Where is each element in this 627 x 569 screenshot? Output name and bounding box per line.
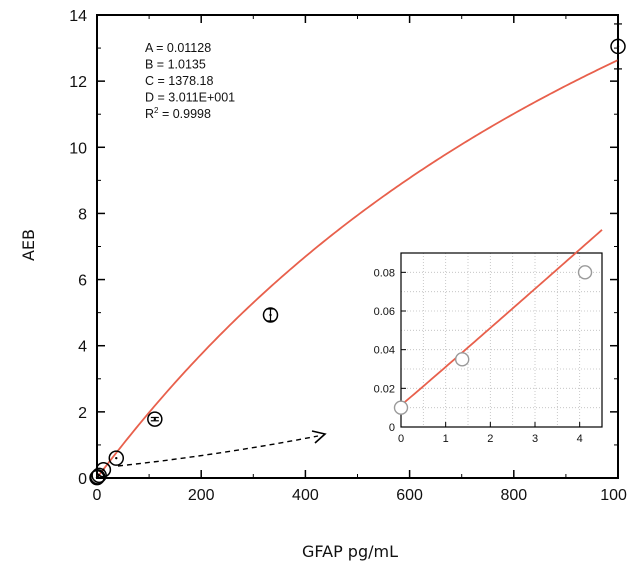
fit-curve xyxy=(96,59,619,479)
zoom-arrow xyxy=(117,430,327,467)
fit-param: C = 1378.18 xyxy=(145,74,214,88)
inset-y-tick-label: 0 xyxy=(389,422,395,434)
zoom-arrow-head xyxy=(311,430,327,444)
inset-x-tick-label: 4 xyxy=(577,433,583,445)
x-tick-label: 800 xyxy=(500,487,527,504)
x-tick-label: 200 xyxy=(188,487,215,504)
inset-x-tick-label: 3 xyxy=(532,433,538,445)
y-tick-label: 14 xyxy=(69,8,87,25)
data-point-center xyxy=(102,468,105,471)
data-point xyxy=(95,461,112,478)
inset-x-tick-label: 0 xyxy=(398,433,404,445)
inset-data-point xyxy=(454,352,470,367)
inset-x-tick-label: 2 xyxy=(487,433,493,445)
inset-frame xyxy=(400,252,603,428)
data-point xyxy=(147,411,163,427)
y-tick-label: 10 xyxy=(69,140,87,157)
x-axis-label: GFAP pg/mL xyxy=(302,542,398,561)
y-tick-label: 4 xyxy=(78,339,87,356)
data-point-center xyxy=(153,417,157,421)
main-plot: 0200400600800100002468101214 xyxy=(69,8,627,504)
zoom-arrow-line xyxy=(117,435,319,467)
y-axis-label: AEB xyxy=(19,229,38,261)
inset-y-tick-label: 0.04 xyxy=(374,345,395,357)
x-tick-label: 0 xyxy=(93,487,102,504)
inset-y-tick-label: 0.06 xyxy=(374,306,395,318)
data-point xyxy=(108,450,125,466)
x-tick-label: 400 xyxy=(292,487,319,504)
fit-param: R2 = 0.9998 xyxy=(145,106,211,121)
inset-y-tick-label: 0.08 xyxy=(374,267,395,279)
y-tick-label: 6 xyxy=(78,273,87,290)
inset-data-point xyxy=(393,400,409,415)
data-point-center xyxy=(115,456,118,460)
y-tick-label: 12 xyxy=(69,74,87,91)
data-point-center xyxy=(616,45,620,48)
fit-param: B = 1.0135 xyxy=(145,58,206,72)
inset-fit-curve xyxy=(400,229,603,406)
fit-parameters: A = 0.01128 B = 1.0135 C = 1378.18 D = 3.01… xyxy=(145,41,235,121)
inset-x-tick-label: 1 xyxy=(443,433,449,445)
inset-background xyxy=(361,247,610,451)
inset-plot: 0 1 2 3 4 0 0.02 0.04 0.06 0.08 xyxy=(361,229,610,451)
fit-param: A = 0.01128 xyxy=(145,41,211,55)
inset-y-tick-label: 0.02 xyxy=(374,383,395,395)
inset-data-point xyxy=(577,265,593,280)
data-point-center xyxy=(96,475,99,479)
data-point xyxy=(262,307,279,323)
data-point-center xyxy=(269,313,272,317)
data-point xyxy=(91,467,107,484)
y-tick-label: 2 xyxy=(78,405,87,422)
x-tick-label: 600 xyxy=(396,487,423,504)
data-point xyxy=(610,38,626,55)
y-tick-label: 8 xyxy=(78,206,87,223)
fit-param: D = 3.011E+001 xyxy=(145,91,235,105)
y-tick-label: 0 xyxy=(78,471,87,488)
